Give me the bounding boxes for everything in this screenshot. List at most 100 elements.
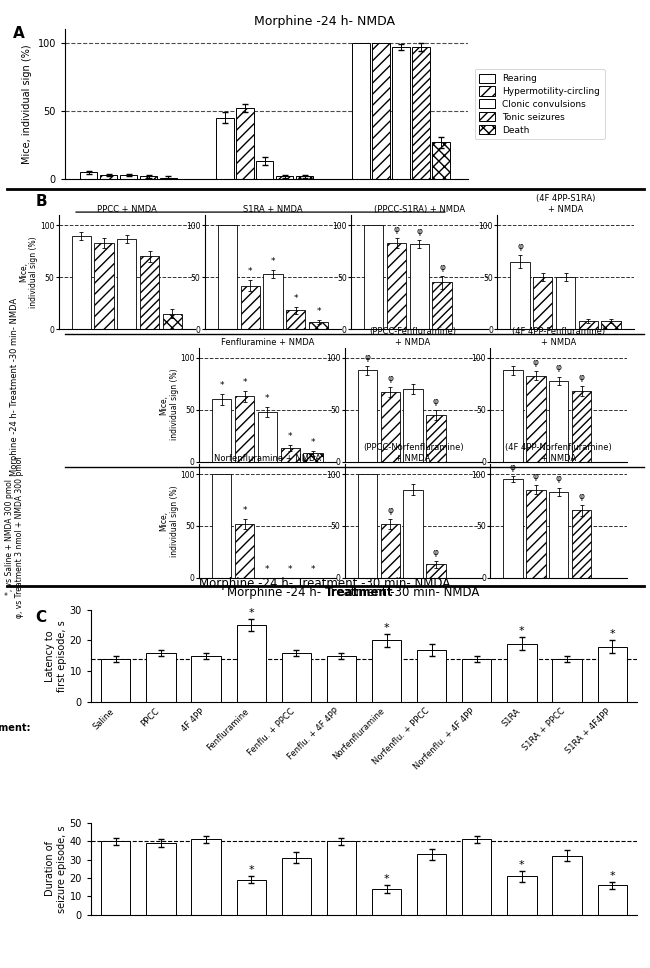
Text: B: B <box>36 194 47 208</box>
Text: *: * <box>248 608 254 618</box>
Bar <box>462 659 491 702</box>
Text: *: * <box>384 874 389 885</box>
Text: *: * <box>288 564 292 574</box>
Bar <box>372 889 401 915</box>
Bar <box>327 841 356 915</box>
Bar <box>426 415 446 462</box>
Bar <box>327 656 356 702</box>
Text: *: * <box>220 381 224 390</box>
Bar <box>404 490 422 578</box>
Text: *: * <box>288 432 292 441</box>
Text: Fenfluramine: Fenfluramine <box>205 707 251 752</box>
Text: Norfenflu. + 4F 4PP: Norfenflu. + 4F 4PP <box>412 707 477 771</box>
Bar <box>146 843 176 915</box>
Bar <box>72 235 91 329</box>
Bar <box>212 400 231 462</box>
Bar <box>507 644 537 702</box>
Legend: Rearing, Hypermotility-circling, Clonic convulsions, Tonic seizures, Death: Rearing, Hypermotility-circling, Clonic … <box>474 69 605 139</box>
Text: *: * <box>311 564 315 574</box>
Bar <box>281 448 300 462</box>
Title: (4F 4PP-Norfenfluramine)
+ NMDA: (4F 4PP-Norfenfluramine) + NMDA <box>505 442 612 463</box>
Bar <box>552 659 582 702</box>
Text: *: * <box>265 564 270 574</box>
Text: φ: φ <box>533 472 539 481</box>
Text: Norfenflu. + PPCC: Norfenflu. + PPCC <box>372 707 432 767</box>
Bar <box>140 257 159 329</box>
Bar <box>80 172 98 179</box>
Bar <box>304 453 323 462</box>
Text: *: * <box>609 871 615 881</box>
Bar <box>426 564 446 578</box>
Text: φ: φ <box>578 492 584 501</box>
Bar <box>216 118 233 179</box>
Bar <box>572 391 592 462</box>
Bar <box>372 641 401 702</box>
Text: Morphine -24 h- Treatment -30 min- NMDA: Morphine -24 h- Treatment -30 min- NMDA <box>10 298 19 476</box>
Text: *: * <box>317 307 320 316</box>
Text: *: * <box>271 257 275 266</box>
Text: *: * <box>311 439 315 447</box>
Bar <box>276 176 293 179</box>
Text: φ: φ <box>387 505 393 515</box>
Text: φ: φ <box>556 363 562 373</box>
Bar <box>432 283 452 329</box>
Text: φ: φ <box>510 463 516 472</box>
Text: φ: φ <box>433 548 439 558</box>
Bar <box>601 320 621 329</box>
Y-axis label: Duration of
seizure episode, s: Duration of seizure episode, s <box>46 825 67 913</box>
Text: φ: φ <box>387 374 393 382</box>
Text: φ: φ <box>517 242 523 252</box>
Bar <box>503 479 523 578</box>
Title: (PPCC-Norfenfluramine)
+ NMDA: (PPCC-Norfenfluramine) + NMDA <box>363 442 463 463</box>
Y-axis label: Latency to
first episode, s: Latency to first episode, s <box>46 620 67 692</box>
Text: *, vs Saline + NMDA 300 pmol
φ, vs Treatment 3 nmol + NMDA 300 pmol: *, vs Saline + NMDA 300 pmol φ, vs Treat… <box>5 457 24 618</box>
Text: φ: φ <box>556 474 562 483</box>
Bar <box>140 176 157 179</box>
Bar <box>597 886 627 915</box>
Bar <box>392 46 410 179</box>
Bar <box>556 277 575 329</box>
Text: Morphine -24 h- ​Treatment​ -30 min- NMDA: Morphine -24 h- ​Treatment​ -30 min- NMD… <box>200 578 450 590</box>
Title: (PPCC-Fenfluramine)
+ NMDA: (PPCC-Fenfluramine) + NMDA <box>370 326 456 347</box>
Title: Fenfluramine + NMDA: Fenfluramine + NMDA <box>221 338 314 347</box>
Bar <box>380 524 400 578</box>
Text: PPCC: PPCC <box>139 707 161 729</box>
Bar <box>258 412 277 462</box>
Bar <box>101 841 131 915</box>
Bar <box>286 311 306 329</box>
Text: Treatment:: Treatment: <box>0 723 31 733</box>
Text: φ: φ <box>433 397 439 406</box>
Bar <box>552 856 582 915</box>
Bar <box>526 490 545 578</box>
Bar <box>404 389 422 462</box>
Text: *: * <box>242 505 247 515</box>
Text: *: * <box>519 860 525 869</box>
Bar <box>417 650 447 702</box>
Title: PPCC + NMDA: PPCC + NMDA <box>97 205 157 214</box>
Bar <box>191 656 221 702</box>
Text: *: * <box>384 622 389 633</box>
Bar <box>162 314 182 329</box>
Bar <box>146 652 176 702</box>
Bar <box>526 376 545 462</box>
Text: φ: φ <box>365 353 370 362</box>
Text: φ: φ <box>393 225 400 233</box>
Text: *: * <box>519 626 525 636</box>
Bar <box>352 43 370 179</box>
Y-axis label: Mice,
individual sign (%): Mice, individual sign (%) <box>19 236 38 308</box>
Bar <box>597 647 627 702</box>
Bar <box>237 880 266 915</box>
Bar <box>364 226 384 329</box>
Bar <box>160 178 177 179</box>
Bar <box>309 321 328 329</box>
Title: (PPCC-S1RA) + NMDA: (PPCC-S1RA) + NMDA <box>374 205 465 214</box>
Text: Treatment: Treatment <box>325 587 393 599</box>
Bar <box>503 371 523 462</box>
Bar <box>533 277 552 329</box>
Bar <box>212 474 231 578</box>
Text: Fenflu. + PPCC: Fenflu. + PPCC <box>246 707 296 757</box>
Bar <box>296 176 313 179</box>
Text: 4F 4PP: 4F 4PP <box>180 707 206 733</box>
Bar <box>218 226 237 329</box>
Text: A: A <box>12 26 24 41</box>
